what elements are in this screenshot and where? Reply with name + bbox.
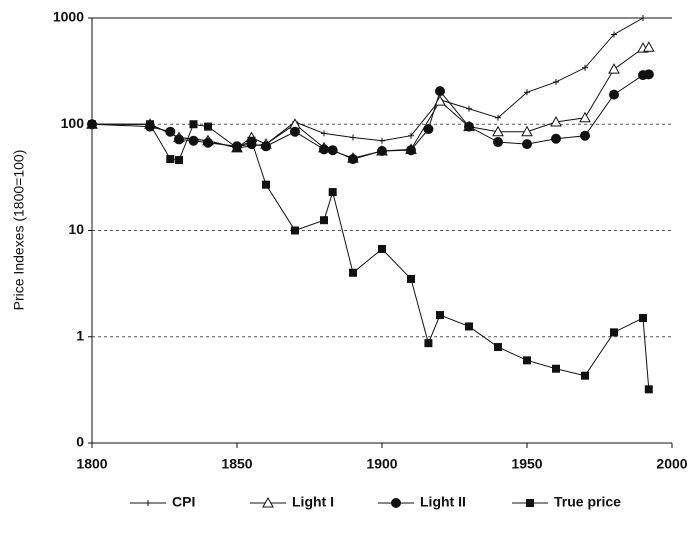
point [88,120,96,129]
point [581,371,589,380]
point [377,146,387,157]
series-line [91,73,649,160]
point [553,78,559,85]
point [608,63,620,74]
point [523,356,531,365]
point [522,139,532,150]
x-tick-label: 1900 [366,456,397,472]
point [165,126,176,137]
point [494,343,502,352]
point [321,130,327,137]
point [582,64,588,71]
point [349,268,357,277]
point [466,105,472,112]
point [495,114,501,121]
series-line [92,17,644,149]
point [611,31,617,38]
point [262,180,270,189]
point [408,132,414,139]
y-axis-label: Price Indexes (1800=100) [11,150,27,311]
point [406,145,416,156]
point [175,156,183,165]
point [290,126,300,137]
legend-label: Light I [292,494,334,510]
point [493,137,503,148]
point [189,120,198,129]
point [378,244,386,253]
point [166,155,175,164]
point [524,89,530,96]
y-tick-label: 1000 [53,9,84,25]
legend-marker [145,500,151,506]
point [233,143,241,152]
point [379,137,385,144]
point [146,120,154,129]
legend-label: CPI [172,494,195,510]
legend-label: Light II [420,494,466,510]
point [640,15,646,21]
point [579,111,591,123]
legend-marker [391,498,401,508]
point [552,364,560,373]
point [204,122,212,131]
point [423,124,434,135]
legend-label: True price [554,494,621,510]
y-tick-label: 1 [76,327,84,343]
legend-marker [526,499,534,507]
point [174,134,184,145]
point [492,125,504,137]
point [327,145,338,156]
point [643,69,654,80]
point [550,115,562,127]
point [320,216,328,225]
point [291,226,299,235]
x-tick-label: 1950 [511,456,542,472]
point [350,134,356,141]
point [203,137,213,148]
point [521,125,533,137]
x-tick-label: 1850 [221,456,252,472]
y-tick-label: 10 [68,221,84,237]
point [348,154,358,165]
point [610,328,618,337]
point [639,314,647,323]
point [261,141,271,152]
point [464,121,474,132]
point [407,274,415,283]
legend-marker [262,496,274,508]
point [580,130,590,141]
y-tick-label: 100 [61,115,85,131]
point [424,339,433,348]
x-tick-label: 2000 [656,456,687,472]
point [609,89,619,100]
x-tick-label: 1800 [76,456,107,472]
y-tick-label: 0 [76,434,84,450]
point [642,41,655,52]
point [465,322,473,331]
point [188,135,199,146]
point [551,133,561,144]
point [319,144,329,155]
point [328,188,337,197]
point [644,385,653,394]
point [436,311,444,320]
point [247,136,256,145]
point [435,86,445,97]
